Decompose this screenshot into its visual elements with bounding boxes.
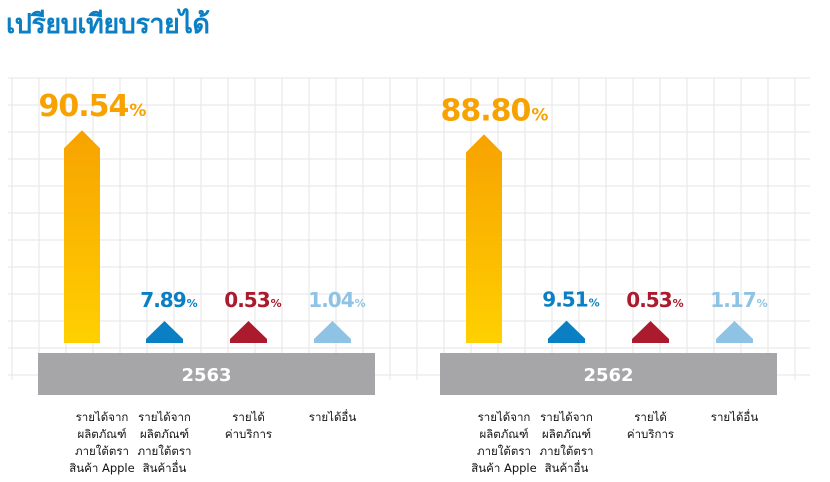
category-label-2563-2: รายได้จาก ผลิตภัณฑ์ ภายใต้ตรา สินค้าอื่น [137,410,192,475]
value-label-2562-4: 1.17% [710,288,767,312]
value-label-2562-1: 88.80% [441,93,549,128]
value-unit: % [757,297,768,310]
bar-2563-3 [230,321,267,343]
category-label-2562-3: รายได้ ค่าบริการ [626,410,675,441]
bar-2563-4 [314,321,351,343]
bar-2563-2 [146,321,183,343]
value-label-2563-1: 90.54% [39,89,147,124]
category-label-2563-3: รายได้ ค่าบริการ [224,410,273,441]
page-title: เปรียบเทียบรายได้ [6,9,210,40]
chart-panel-2562: 88.80% 9.51% 0.53% 1.17% 2562 [440,93,777,395]
value-unit: % [355,297,366,310]
category-label-2562-2: รายได้จาก ผลิตภัณฑ์ ภายใต้ตรา สินค้าอื่น [539,410,594,475]
value-label-2563-3: 0.53% [224,288,281,312]
value-unit: % [673,297,684,310]
year-band-2563 [38,353,375,395]
value-label-2562-3: 0.53% [626,288,683,312]
bar-2562-4 [716,321,753,343]
value-unit: % [271,297,282,310]
year-label-2563: 2563 [181,365,231,386]
category-label-2563-1: รายได้จาก ผลิตภัณฑ์ ภายใต้ตรา สินค้า App… [69,410,135,475]
bar-2562-2 [548,320,585,343]
category-label-2562-1: รายได้จาก ผลิตภัณฑ์ ภายใต้ตรา สินค้า App… [471,410,537,475]
background-grid [8,77,810,380]
value-unit: % [187,297,198,310]
value-label-2563-4: 1.04% [308,288,365,312]
category-label-2562-4: รายได้อื่น [710,410,759,424]
value-unit: % [531,105,548,125]
value-unit: % [589,297,600,310]
bar-2563-1 [64,130,100,343]
year-band-2562 [440,353,777,395]
value-label-2562-2: 9.51% [542,288,599,312]
bar-2562-1 [466,134,502,343]
bar-2562-3 [632,321,669,343]
chart-panel-2563: 90.54% 7.89% 0.53% 1.04% 2563 [38,89,375,395]
year-label-2562: 2562 [583,365,633,386]
value-unit: % [129,101,146,121]
value-label-2563-2: 7.89% [140,288,197,312]
category-label-2563-4: รายได้อื่น [308,410,357,424]
